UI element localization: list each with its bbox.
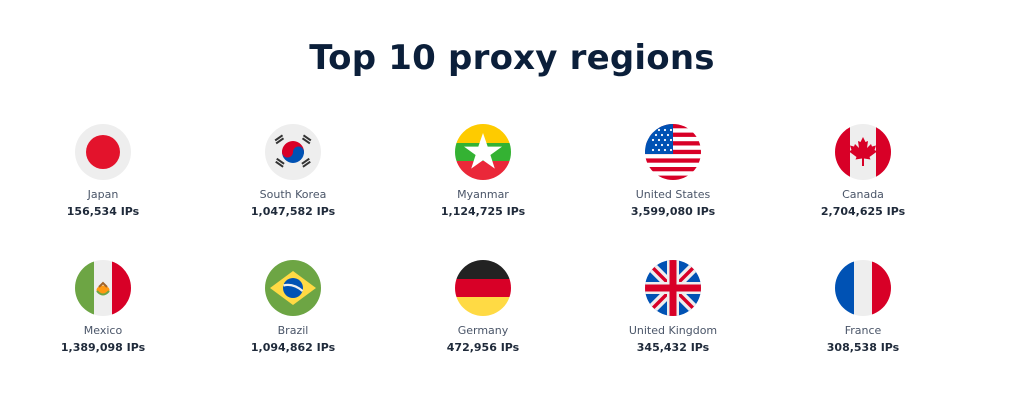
region-name: United Kingdom [628, 324, 718, 337]
region-ip-count: 1,124,725 IPs [440, 205, 526, 218]
region-card-germany: Germany 472,956 IPs [388, 260, 578, 396]
region-name: Brazil [277, 324, 309, 337]
region-card-france: France 308,538 IPs [768, 260, 958, 396]
region-ip-count: 345,432 IPs [636, 341, 710, 354]
region-name: France [844, 324, 882, 337]
region-card-japan: Japan 156,534 IPs [8, 124, 198, 260]
region-name: United States [635, 188, 711, 201]
region-card-mexico: Mexico 1,389,098 IPs [8, 260, 198, 396]
united-states-flag-icon [645, 124, 701, 180]
region-name: Germany [457, 324, 509, 337]
japan-flag-icon [75, 124, 131, 180]
germany-flag-icon [455, 260, 511, 316]
region-card-brazil: Brazil 1,094,862 IPs [198, 260, 388, 396]
region-ip-count: 308,538 IPs [826, 341, 900, 354]
france-flag-icon [835, 260, 891, 316]
region-name: Myanmar [457, 188, 509, 201]
region-card-united-kingdom: United Kingdom 345,432 IPs [578, 260, 768, 396]
region-ip-count: 1,047,582 IPs [250, 205, 336, 218]
region-ip-count: 1,094,862 IPs [250, 341, 336, 354]
region-name: Canada [842, 188, 884, 201]
region-card-myanmar: Myanmar 1,124,725 IPs [388, 124, 578, 260]
myanmar-flag-icon [455, 124, 511, 180]
region-name: Japan [87, 188, 119, 201]
region-ip-count: 472,956 IPs [446, 341, 520, 354]
mexico-flag-icon [75, 260, 131, 316]
region-card-south-korea: South Korea 1,047,582 IPs [198, 124, 388, 260]
brazil-flag-icon [265, 260, 321, 316]
region-ip-count: 2,704,625 IPs [820, 205, 906, 218]
region-ip-count: 3,599,080 IPs [630, 205, 716, 218]
regions-grid: Japan 156,534 IPs [8, 124, 1008, 396]
region-card-united-states: United States 3,599,080 IPs [578, 124, 768, 260]
region-name: South Korea [259, 188, 327, 201]
page-title: Top 10 proxy regions [309, 38, 715, 78]
region-ip-count: 156,534 IPs [66, 205, 140, 218]
south-korea-flag-icon [265, 124, 321, 180]
region-name: Mexico [83, 324, 123, 337]
region-ip-count: 1,389,098 IPs [60, 341, 146, 354]
united-kingdom-flag-icon [645, 260, 701, 316]
canada-flag-icon [835, 124, 891, 180]
region-card-canada: Canada 2,704,625 IPs [768, 124, 958, 260]
